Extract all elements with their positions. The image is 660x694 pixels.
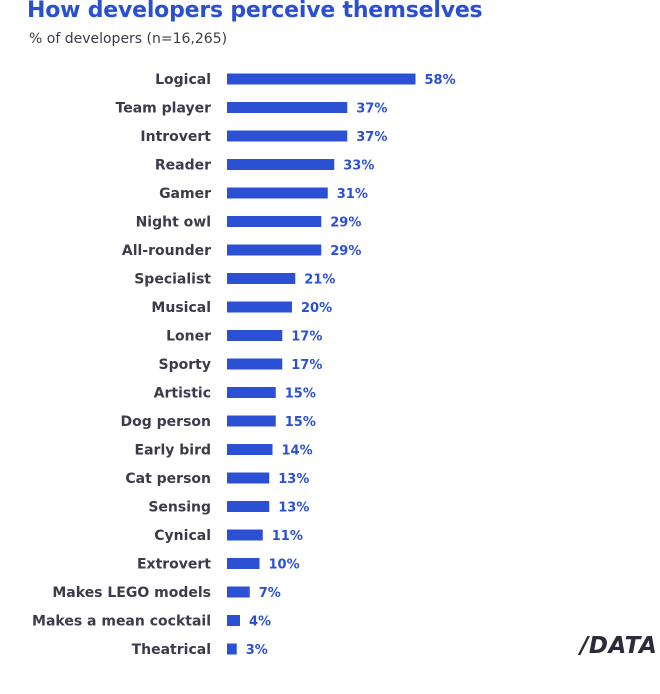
category-label: Reader [155, 158, 211, 174]
value-label: 37% [356, 130, 387, 145]
category-label: Gamer [159, 186, 211, 202]
bar [227, 187, 328, 199]
value-label: 20% [301, 301, 332, 316]
category-label: Cynical [154, 528, 211, 544]
value-label: 7% [259, 586, 281, 601]
value-label: 29% [330, 216, 361, 231]
bar [227, 159, 335, 170]
category-label: Loner [166, 329, 211, 345]
category-labels: Logical Team player Introvert Reader Gamer Ni… [32, 72, 211, 658]
category-label: Team player [116, 101, 212, 117]
category-label: All-rounder [122, 243, 211, 259]
value-labels: 58% 37% 37% 33% 31% 29% 29% 21% 20% 17% 17% 15% 15% 1… [246, 73, 456, 658]
value-label: 11% [272, 529, 303, 544]
bar [227, 472, 270, 484]
bar [227, 444, 273, 455]
category-label: Introvert [140, 129, 211, 145]
value-label: 13% [278, 501, 309, 516]
value-label: 14% [282, 444, 313, 459]
bar [227, 330, 283, 341]
category-label: Theatrical [132, 642, 211, 658]
bars [227, 73, 416, 655]
bar [227, 130, 348, 142]
category-label: Specialist [134, 272, 211, 288]
category-label: Dog person [121, 414, 211, 430]
category-label: Night owl [136, 215, 211, 231]
bar [227, 529, 263, 541]
category-label: Sensing [148, 500, 211, 516]
category-label: Early bird [135, 443, 211, 459]
chart-subtitle: % of developers (n=16,265) [29, 31, 228, 47]
bar [227, 273, 296, 284]
category-label: Makes LEGO models [52, 585, 211, 601]
bar [227, 387, 276, 398]
value-label: 31% [337, 187, 368, 202]
category-label: Makes a mean cocktail [32, 614, 211, 630]
value-label: 21% [304, 273, 335, 288]
bar [227, 73, 416, 85]
category-label: Cat person [125, 471, 211, 487]
value-label: 15% [285, 387, 316, 402]
bar [227, 415, 276, 427]
value-label: 58% [425, 73, 456, 88]
bar [227, 216, 322, 227]
category-label: Sporty [159, 357, 211, 373]
value-label: 37% [356, 102, 387, 117]
value-label: 15% [285, 415, 316, 430]
bar [227, 558, 260, 569]
bar [227, 358, 283, 370]
category-label: Extrovert [137, 557, 211, 573]
bar [227, 501, 270, 512]
bar [227, 643, 237, 655]
bar [227, 301, 292, 313]
bar [227, 586, 250, 598]
chart-title: How developers perceive themselves [27, 0, 483, 23]
category-label: Musical [151, 300, 211, 316]
value-label: 3% [246, 643, 268, 658]
value-label: 29% [330, 244, 361, 259]
bar [227, 244, 322, 256]
category-label: Logical [155, 72, 211, 88]
value-label: 10% [269, 558, 300, 573]
value-label: 4% [249, 615, 271, 630]
bar [227, 615, 240, 626]
value-label: 33% [343, 159, 374, 174]
value-label: 13% [278, 472, 309, 487]
bar [227, 102, 348, 113]
category-label: Artistic [154, 386, 211, 402]
value-label: 17% [291, 358, 322, 373]
value-label: 17% [291, 330, 322, 345]
brand-logo: /DATA [580, 633, 658, 659]
